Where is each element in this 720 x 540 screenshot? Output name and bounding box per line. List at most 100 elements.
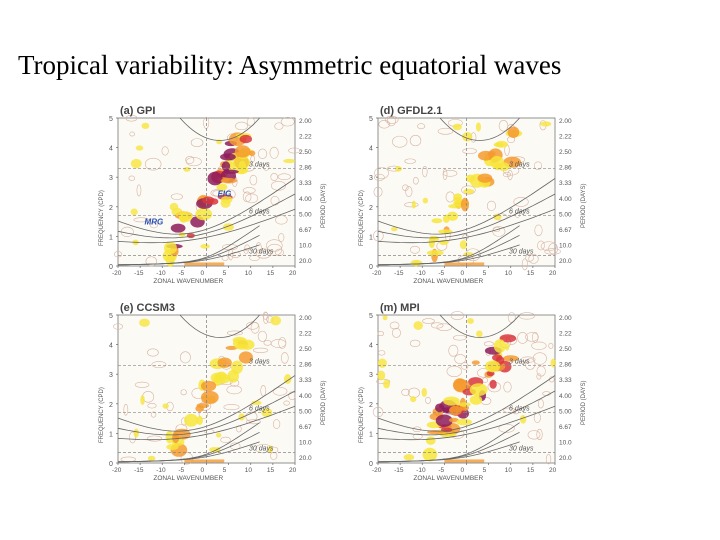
wave-annotation: MRG — [145, 218, 164, 227]
x-tick-label: 5 — [483, 270, 487, 277]
spectral-blob — [443, 396, 460, 406]
spectral-blob — [435, 414, 453, 427]
contour-line — [270, 451, 278, 460]
spectral-blob — [200, 390, 219, 404]
x-tick-label: 15 — [267, 270, 275, 277]
spectral-blob — [207, 171, 223, 186]
y-tick-label: 1 — [109, 234, 113, 241]
contour-line — [145, 256, 157, 267]
spectral-band — [184, 459, 225, 463]
contour-line — [442, 169, 458, 177]
y-tick-label: 3 — [109, 372, 113, 379]
spectral-blob — [459, 402, 471, 407]
panel-mpi: 3 days 6 days 30 days 5 4 3 2 1 0 -20 -15 -10 -5 0 5 10… — [355, 297, 595, 482]
period-tick-label: 20.0 — [559, 258, 572, 265]
x-tick-label: -20 — [372, 270, 382, 277]
dispersion-curve — [439, 117, 520, 141]
dispersion-curve — [377, 208, 556, 244]
y-axis-title: FREQUENCY (CPD) — [99, 387, 105, 443]
y-axis-title: FREQUENCY (CPD) — [359, 190, 365, 246]
y-tick-label: 5 — [369, 313, 373, 320]
x-tick-label: -10 — [156, 467, 166, 474]
wave-annotation: EIG — [218, 189, 232, 198]
day-label: 3 days — [509, 358, 530, 365]
y-tick-label: 5 — [109, 116, 113, 123]
contour-line — [258, 148, 268, 159]
plot-area — [117, 117, 296, 267]
spectral-blob — [448, 417, 459, 423]
contour-line — [389, 321, 400, 330]
x-tick-label: -20 — [112, 270, 122, 277]
spectral-blob — [178, 232, 186, 237]
period-tick-label: 20.0 — [299, 258, 312, 265]
spectral-blob — [268, 445, 273, 454]
dispersion-curve — [117, 405, 296, 441]
x-axis-title: ZONAL WAVENUMBER — [413, 278, 483, 285]
x-tick-label: -20 — [372, 467, 382, 474]
period-tick-label: 2.50 — [299, 346, 312, 353]
day-label: 6 days — [249, 406, 270, 413]
contour-line — [450, 311, 465, 321]
day-label: 3 days — [249, 161, 270, 168]
day-label: 3 days — [249, 358, 270, 365]
x-tick-label: 0 — [201, 467, 205, 474]
contour-line — [520, 356, 536, 363]
spectral-blob — [184, 413, 199, 427]
contour-line — [270, 180, 286, 191]
day-label: 6 days — [509, 406, 530, 413]
spectral-blob — [410, 396, 417, 403]
spectral-blob — [377, 370, 386, 381]
contour-line — [536, 428, 543, 441]
spectral-blob — [141, 122, 150, 129]
spectral-band — [444, 459, 485, 463]
spectral-blob — [431, 218, 443, 224]
contour-line — [378, 350, 386, 356]
y-tick-label: 1 — [369, 234, 373, 241]
spectral-blob — [178, 211, 193, 222]
spectral-blob — [463, 188, 475, 194]
spectral-blob — [195, 405, 204, 412]
contour-line — [262, 163, 270, 171]
y-tick-label: 0 — [369, 264, 373, 271]
contour-line — [250, 322, 260, 334]
contour-line — [372, 406, 384, 418]
panel-label: (m) MPI — [380, 302, 420, 314]
spectral-blob — [413, 260, 419, 267]
spectral-blob — [225, 345, 238, 350]
contour-line — [437, 127, 454, 135]
spectral-blob — [195, 208, 213, 221]
dispersion-curve — [117, 208, 296, 244]
dispersion-curve — [439, 314, 520, 338]
contour-line — [147, 348, 159, 357]
y-tick-label: 4 — [109, 146, 113, 153]
period-tick-label: 10.0 — [299, 242, 312, 249]
x-tick-label: -15 — [394, 467, 404, 474]
spectral-blob — [215, 432, 222, 438]
y-tick-label: 3 — [369, 175, 373, 182]
spectral-blob — [166, 444, 179, 450]
period-tick-label: 2.50 — [299, 149, 312, 156]
day-label: 30 days — [249, 249, 274, 256]
contour-line — [242, 191, 252, 203]
x-tick-label: 15 — [527, 270, 535, 277]
y-tick-label: 2 — [109, 402, 113, 409]
x-tick-label: 20 — [549, 467, 557, 474]
contour-line — [144, 157, 162, 171]
contour-line — [503, 381, 512, 393]
contour-line — [226, 385, 242, 395]
spectral-blob — [459, 240, 468, 250]
contour-line — [412, 177, 419, 185]
contour-line — [409, 339, 421, 348]
spectral-blob — [425, 436, 436, 445]
spectral-blob — [449, 405, 462, 416]
spectral-blob — [467, 318, 474, 324]
spectral-blob — [232, 156, 251, 169]
contour-line — [540, 241, 557, 252]
x-tick-label: 10 — [245, 270, 253, 277]
spectral-blob — [270, 315, 282, 326]
day-label: 30 days — [509, 249, 534, 256]
contour-line — [272, 387, 288, 396]
contour-line — [392, 327, 401, 338]
contour-line — [492, 226, 506, 237]
